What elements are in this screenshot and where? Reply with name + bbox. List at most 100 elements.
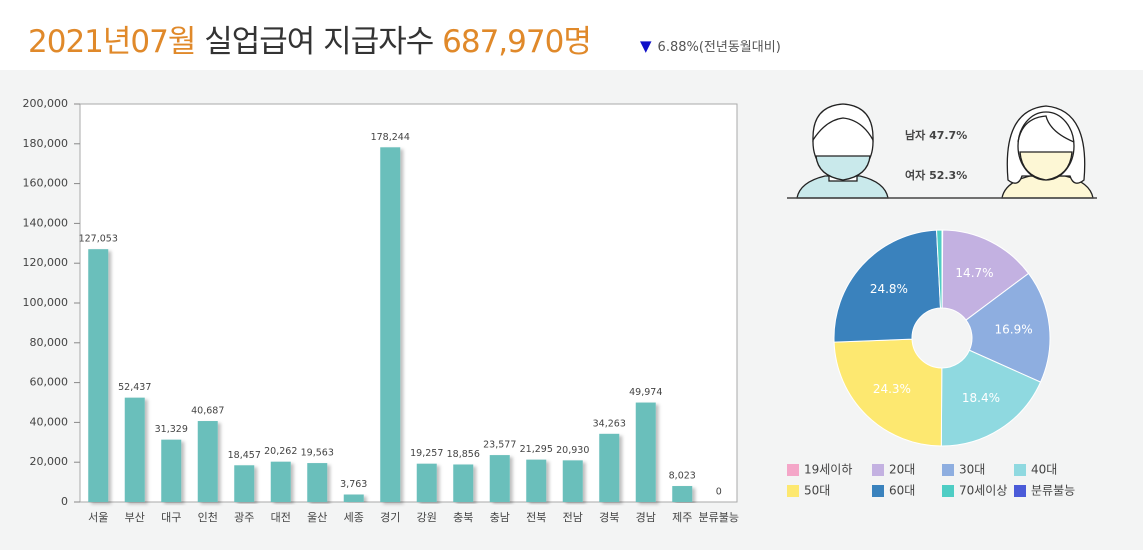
slice-label: 14.7% — [955, 266, 993, 280]
y-tick-label: 80,000 — [30, 336, 69, 349]
value-label: 31,329 — [155, 424, 188, 435]
legend-swatch — [1014, 485, 1026, 497]
y-tick-label: 60,000 — [30, 376, 69, 389]
legend-label: 50대 — [804, 484, 830, 498]
x-tick-label: 경기 — [380, 511, 400, 524]
bar — [635, 402, 656, 502]
value-label: 23,577 — [483, 440, 516, 451]
value-label: 21,295 — [520, 444, 553, 455]
bar — [161, 439, 182, 502]
y-tick-label: 100,000 — [23, 296, 69, 309]
y-tick-label: 20,000 — [30, 455, 69, 468]
bar — [489, 455, 510, 502]
x-tick-label: 대구 — [161, 511, 181, 524]
bar — [416, 463, 437, 502]
legend-label: 20대 — [889, 463, 915, 477]
x-tick-label: 서울 — [88, 511, 108, 524]
pie-slice — [940, 349, 1042, 447]
value-label: 178,244 — [371, 132, 410, 143]
title: 실업급여 지급자수 — [204, 24, 434, 60]
y-tick-label: 200,000 — [23, 97, 69, 110]
legend-label: 70세이상 — [959, 484, 1007, 498]
legend-label: 19세이하 — [804, 463, 852, 477]
header: 2021년07월 실업급여 지급자수 687,970명 — [28, 16, 592, 61]
pie-slice — [833, 229, 942, 343]
x-tick-label: 세종 — [344, 511, 364, 524]
x-tick-label: 대전 — [271, 511, 291, 524]
bar — [197, 421, 218, 502]
x-tick-label: 울산 — [307, 511, 327, 524]
x-tick-label: 충남 — [490, 511, 510, 524]
slice-label: 24.8% — [870, 282, 908, 296]
bar — [453, 464, 474, 502]
y-tick-label: 0 — [61, 495, 68, 508]
pie-slice — [833, 338, 943, 447]
value-label: 49,974 — [629, 387, 662, 398]
bar — [343, 494, 364, 502]
value-label: 20,930 — [556, 445, 589, 456]
value-label: 3,763 — [340, 479, 367, 490]
female-icon — [1001, 105, 1094, 199]
x-tick-label: 경북 — [599, 511, 619, 524]
legend-swatch — [787, 464, 799, 476]
female-share: 여자 52.3% — [905, 168, 967, 182]
y-tick-label: 160,000 — [23, 177, 69, 190]
legend-swatch — [1014, 464, 1026, 476]
change-value: 6.88% — [657, 40, 699, 55]
value-label: 40,687 — [191, 406, 224, 417]
value-label: 8,023 — [669, 471, 696, 482]
x-tick-label: 경남 — [636, 511, 656, 524]
x-tick-label: 분류불능 — [699, 511, 739, 524]
down-arrow: ▼ — [640, 37, 652, 55]
legend-label: 60대 — [889, 484, 915, 498]
value-label: 52,437 — [118, 382, 151, 393]
x-tick-label: 충북 — [453, 511, 473, 524]
y-tick-label: 120,000 — [23, 256, 69, 269]
bar — [672, 486, 693, 502]
pie-slice — [965, 272, 1051, 383]
pie-slice — [941, 229, 1030, 321]
bar — [380, 147, 401, 502]
y-tick-label: 40,000 — [30, 415, 69, 428]
change-note: (전년동월대비) — [698, 40, 781, 55]
slice-label: 18.4% — [962, 391, 1000, 405]
legend-swatch — [787, 485, 799, 497]
bar — [307, 463, 328, 502]
y-tick-label: 140,000 — [23, 216, 69, 229]
legend-label: 30대 — [959, 463, 985, 477]
bar — [234, 465, 255, 502]
plot-area — [79, 103, 738, 503]
month: 2021년07월 — [28, 24, 196, 60]
slice-label: 24.3% — [873, 382, 911, 396]
x-tick-label: 제주 — [672, 511, 692, 524]
legend-swatch — [872, 485, 884, 497]
x-tick-label: 부산 — [125, 511, 145, 524]
x-tick-label: 강원 — [417, 511, 437, 524]
slice-label: 16.9% — [995, 323, 1033, 337]
y-tick-label: 180,000 — [23, 137, 69, 150]
male-share: 남자 47.7% — [905, 128, 967, 142]
x-tick-label: 전북 — [526, 511, 546, 524]
value-label: 19,257 — [410, 448, 443, 459]
bar — [124, 397, 145, 502]
change: ▼ 6.88%(전년동월대비) — [640, 36, 781, 55]
legend-label: 분류불능 — [1031, 484, 1075, 498]
bar — [562, 460, 583, 502]
value-label: 0 — [716, 487, 722, 498]
value-label: 18,856 — [447, 449, 480, 460]
value-label: 20,262 — [264, 446, 297, 457]
x-tick-label: 전남 — [563, 511, 583, 524]
legend-swatch — [942, 485, 954, 497]
value-label: 18,457 — [228, 450, 261, 461]
x-tick-label: 인천 — [198, 510, 218, 524]
bar — [526, 459, 547, 502]
value-label: 19,563 — [301, 448, 334, 459]
legend-label: 40대 — [1031, 463, 1057, 477]
legend-swatch — [872, 464, 884, 476]
bar — [270, 461, 291, 502]
male-icon — [796, 103, 889, 199]
value-label: 127,053 — [79, 234, 118, 245]
x-tick-label: 광주 — [234, 511, 254, 524]
